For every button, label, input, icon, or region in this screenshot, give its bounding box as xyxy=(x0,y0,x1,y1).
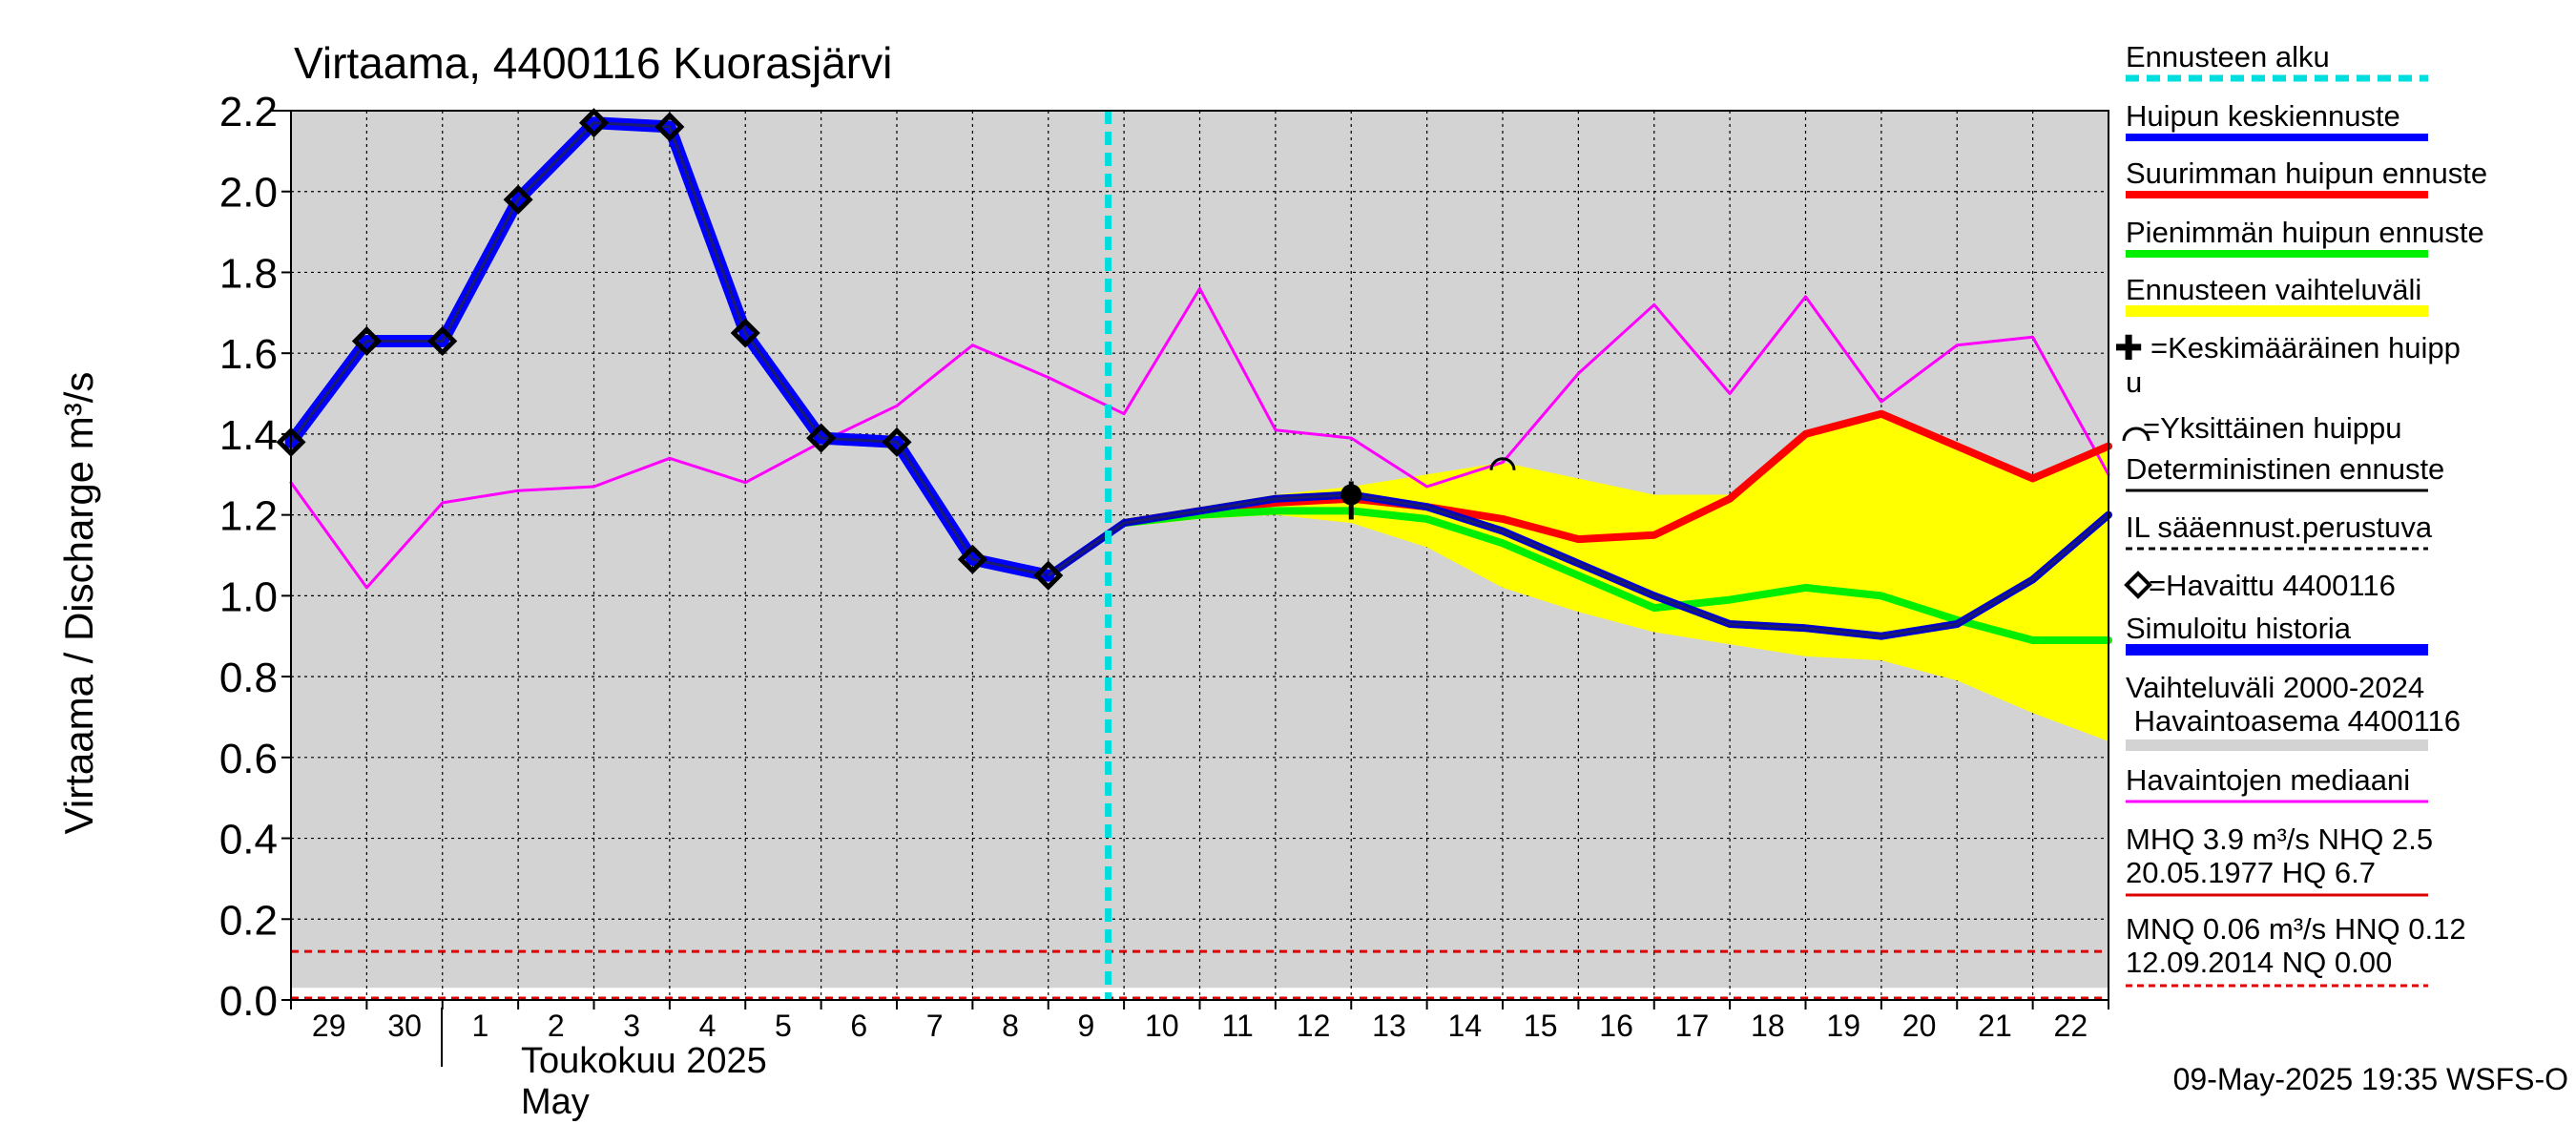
legend-range: Ennusteen vaihteluväli xyxy=(2126,273,2421,306)
observed-point-5 xyxy=(654,112,685,142)
x-tick-label-4: 3 xyxy=(623,1009,640,1043)
legend-mean-marker-2: u xyxy=(2126,365,2142,399)
x-tick-label-15: 14 xyxy=(1448,1009,1483,1043)
y-tick-label-10: 2.0 xyxy=(219,170,278,217)
observed-point-1 xyxy=(351,325,382,357)
single-peak-marker xyxy=(1489,457,1516,470)
observed-point-3 xyxy=(503,184,533,215)
legend-mhq-2: 20.05.1977 HQ 6.7 xyxy=(2126,856,2376,889)
observed-point-6 xyxy=(730,318,760,348)
y-tick-label-1: 0.2 xyxy=(219,897,278,944)
legend-hist-range-2: Havaintoasema 4400116 xyxy=(2126,704,2461,738)
legend-mean-marker-1: =Keskimääräinen huipp xyxy=(2150,331,2461,364)
y-axis-label: Virtaama / Discharge m³/s xyxy=(56,372,101,835)
legend-max-peak: Suurimman huipun ennuste xyxy=(2126,156,2487,190)
legend-mnq-1: MNQ 0.06 m³/s HNQ 0.12 xyxy=(2126,912,2466,946)
x-tick-label-9: 8 xyxy=(1002,1009,1019,1043)
min-peak-forecast-line xyxy=(1120,507,2112,644)
legend-min-peak: Pienimmän huipun ennuste xyxy=(2126,216,2484,249)
x-tick-label-12: 11 xyxy=(1222,1009,1254,1043)
observed-point-10 xyxy=(1033,560,1064,591)
x-tick-label-16: 15 xyxy=(1524,1009,1558,1043)
y-tick-label-11: 2.2 xyxy=(219,89,278,135)
y-tick-label-6: 1.2 xyxy=(219,493,278,540)
legend-hist-range-1: Vaihteluväli 2000-2024 xyxy=(2126,671,2424,704)
legend-il-based: IL sääennust.perustuva xyxy=(2126,510,2433,544)
observed-point-7 xyxy=(806,423,837,453)
x-tick-label-1: 30 xyxy=(387,1009,422,1043)
y-tick-label-3: 0.6 xyxy=(219,736,278,782)
series-lines xyxy=(284,116,2112,644)
footer-timestamp: 09-May-2025 19:35 WSFS-O xyxy=(2173,1062,2568,1096)
legend-observed: =Havaittu 4400116 xyxy=(2149,569,2396,602)
x-axis: 29 30 1 2 3 4 5 6 7 8 9 10 11 12 13 14 15 16 17 18 19 20 21 22 xyxy=(290,1000,2109,1043)
x-tick-label-14: 13 xyxy=(1372,1009,1406,1043)
x-tick-label-13: 12 xyxy=(1297,1009,1331,1043)
y-axis: 0.0 0.2 0.4 0.6 0.8 1.0 1.2 1.4 1.6 1.8 2.0 2.2 xyxy=(219,89,334,1025)
y-tick-label-2: 0.4 xyxy=(219,817,278,864)
x-tick-label-0: 29 xyxy=(312,1009,346,1043)
x-tick-label-7: 6 xyxy=(850,1009,867,1043)
y-tick-label-7: 1.4 xyxy=(219,412,278,459)
x-tick-label-5: 4 xyxy=(699,1009,717,1043)
deterministic-line xyxy=(1047,493,2109,638)
y-tick-label-8: 1.6 xyxy=(219,331,278,378)
x-tick-label-22: 21 xyxy=(1978,1009,2012,1043)
x-tick-label-6: 5 xyxy=(775,1009,792,1043)
observed-point-2 xyxy=(427,325,458,357)
legend-mean-peak: Huipun keskiennuste xyxy=(2126,99,2400,133)
y-tick-label-9: 1.8 xyxy=(219,250,278,297)
month-label-fi: Toukokuu 2025 xyxy=(521,1041,767,1081)
legend-single-marker-icon xyxy=(2122,427,2150,442)
legend-forecast-start: Ennusteen alku xyxy=(2126,40,2330,73)
x-tick-label-11: 10 xyxy=(1145,1009,1179,1043)
observation-markers xyxy=(276,108,1516,591)
observed-line xyxy=(289,121,1049,577)
median-line xyxy=(289,286,2110,590)
legend-single-marker: =Yksittäinen huippu xyxy=(2143,411,2401,445)
observed-point-4 xyxy=(578,108,610,138)
x-tick-label-10: 9 xyxy=(1078,1009,1095,1043)
x-tick-label-23: 22 xyxy=(2054,1009,2088,1043)
x-tick-label-2: 1 xyxy=(472,1009,489,1043)
legend-mnq-2: 12.09.2014 NQ 0.00 xyxy=(2126,946,2392,979)
month-label-en: May xyxy=(521,1082,590,1122)
x-tick-label-19: 18 xyxy=(1751,1009,1785,1043)
legend-observed-icon xyxy=(2124,571,2152,599)
x-tick-label-8: 7 xyxy=(926,1009,944,1043)
max-peak-forecast-line xyxy=(1120,409,2112,544)
x-tick-label-20: 19 xyxy=(1826,1009,1860,1043)
legend: Ennusteen alku Huipun keskiennuste Suuri… xyxy=(2114,40,2487,988)
y-tick-label-4: 0.8 xyxy=(219,655,278,701)
x-tick-label-17: 16 xyxy=(1599,1009,1633,1043)
observed-point-8 xyxy=(882,427,912,457)
legend-simulated: Simuloitu historia xyxy=(2126,612,2352,645)
y-tick-label-5: 1.0 xyxy=(219,573,278,620)
x-tick-label-18: 17 xyxy=(1675,1009,1710,1043)
y-tick-label-0: 0.0 xyxy=(219,978,278,1025)
plot-area xyxy=(276,108,2112,1001)
chart-title: Virtaama, 4400116 Kuorasjärvi xyxy=(294,38,892,88)
observed-point-9 xyxy=(957,544,987,574)
legend-median: Havaintojen mediaani xyxy=(2126,763,2410,797)
x-tick-label-21: 20 xyxy=(1902,1009,1937,1043)
legend-mean-marker-icon: ✚ xyxy=(2114,329,2143,368)
legend-deterministic: Deterministinen ennuste xyxy=(2126,452,2444,486)
legend-mhq-1: MHQ 3.9 m³/s NHQ 2.5 xyxy=(2126,822,2433,856)
reference-lines xyxy=(291,949,2109,1000)
x-tick-label-3: 2 xyxy=(548,1009,565,1043)
